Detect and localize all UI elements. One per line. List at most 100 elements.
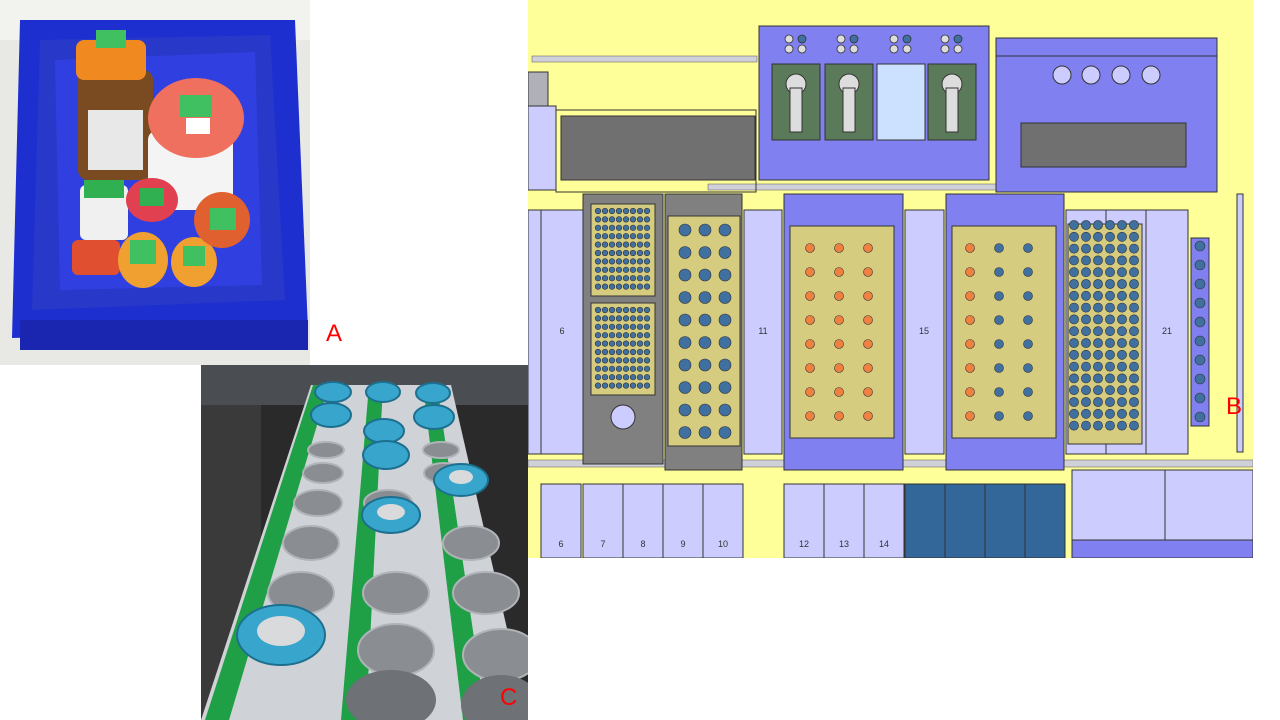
well — [1069, 373, 1079, 384]
well — [1093, 349, 1103, 360]
well — [636, 315, 644, 322]
well — [1069, 279, 1079, 289]
well — [863, 243, 873, 253]
well — [718, 381, 732, 394]
well — [1194, 373, 1206, 385]
well — [594, 365, 602, 372]
tip-rack-1-wells — [594, 207, 651, 290]
well — [594, 207, 602, 215]
well — [1081, 326, 1091, 337]
tip-rack-2-wells — [594, 306, 651, 389]
well — [1093, 220, 1103, 230]
well — [698, 381, 712, 394]
well — [622, 283, 630, 290]
shaker-positions — [771, 63, 977, 141]
well — [629, 323, 637, 330]
well — [1081, 338, 1091, 348]
well — [1117, 255, 1127, 266]
well — [601, 233, 609, 240]
well — [615, 357, 623, 364]
well — [1117, 231, 1127, 242]
well — [805, 243, 815, 253]
well — [594, 348, 602, 356]
well — [718, 223, 732, 237]
well — [622, 365, 630, 372]
well — [1093, 279, 1103, 289]
well — [615, 275, 623, 282]
well — [608, 216, 616, 223]
well — [636, 216, 644, 223]
well — [718, 268, 732, 282]
well — [718, 358, 732, 372]
well — [1129, 231, 1139, 242]
well — [629, 348, 637, 356]
well — [1117, 361, 1127, 372]
well — [636, 266, 644, 273]
bottle-orange-cap-1 — [118, 232, 168, 288]
well — [601, 374, 609, 381]
well — [601, 224, 609, 231]
well — [863, 363, 873, 373]
well — [994, 243, 1004, 253]
well — [622, 266, 630, 273]
well — [594, 233, 602, 240]
bottle-orange-cap-3 — [194, 192, 250, 248]
well — [1093, 243, 1103, 254]
well — [834, 291, 844, 301]
well — [622, 315, 630, 322]
well — [622, 216, 630, 223]
well — [622, 241, 630, 248]
bottom-slot-label: 10 — [718, 539, 728, 549]
bottle-red-small — [126, 178, 178, 222]
well — [1023, 243, 1033, 253]
well — [1081, 314, 1091, 325]
well — [1105, 338, 1115, 348]
well — [678, 223, 692, 237]
bottom-slots: 6 7 8 9 10 12 13 14 — [540, 483, 905, 558]
well — [594, 241, 602, 248]
well — [629, 332, 637, 339]
well — [1023, 291, 1033, 301]
well — [601, 332, 609, 339]
well — [608, 207, 616, 215]
well — [1194, 240, 1206, 252]
well — [1093, 255, 1103, 266]
well — [1129, 420, 1139, 431]
well — [629, 207, 637, 215]
dark-blue-blocks — [904, 483, 1066, 558]
well — [629, 306, 637, 314]
well — [1069, 361, 1079, 372]
well — [601, 382, 609, 389]
well — [622, 233, 630, 240]
well — [1105, 349, 1115, 360]
well — [594, 332, 602, 339]
well — [1105, 290, 1115, 301]
green-tape-mid — [341, 385, 383, 720]
well — [622, 357, 630, 364]
well — [1129, 397, 1139, 407]
well — [805, 387, 815, 397]
well — [622, 323, 630, 330]
well — [805, 291, 815, 301]
well — [636, 382, 644, 389]
well — [834, 363, 844, 373]
well — [1105, 302, 1115, 313]
label-c: C — [500, 684, 518, 711]
bottle-orange-cap-2 — [171, 237, 217, 287]
well — [608, 283, 616, 290]
well — [608, 224, 616, 231]
well — [1069, 302, 1079, 313]
well — [615, 266, 623, 273]
well — [1023, 411, 1033, 421]
well — [1081, 420, 1091, 431]
well — [615, 332, 623, 339]
well — [636, 374, 644, 381]
well — [965, 267, 975, 277]
well — [608, 306, 616, 314]
well — [834, 243, 844, 253]
well — [608, 365, 616, 372]
well — [1069, 349, 1079, 360]
well — [615, 207, 623, 215]
well — [601, 323, 609, 330]
well — [629, 283, 637, 290]
